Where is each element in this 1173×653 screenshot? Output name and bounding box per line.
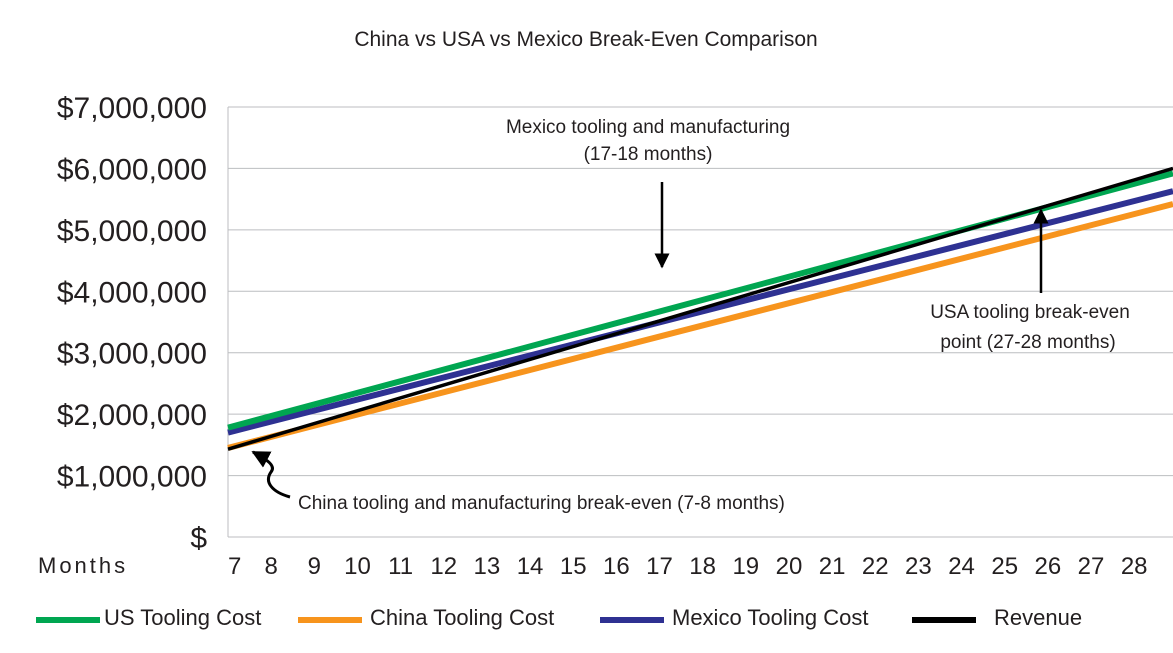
legend-label-mexico-tooling-cost: Mexico Tooling Cost [672,605,868,630]
chart-title: China vs USA vs Mexico Break-Even Compar… [354,28,817,51]
series-line-china-tooling-cost [227,201,1173,451]
annotation-china-arrow [251,450,291,499]
annotation-mexico: Mexico tooling and manufacturing (17-18 … [506,117,790,269]
x-tick-label: 7 [228,553,241,580]
annotation-china-text: China tooling and manufacturing break-ev… [298,493,785,514]
legend: US Tooling Cost China Tooling Cost Mexico … [36,605,1082,630]
series-line-mexico-tooling-cost [227,188,1173,436]
annotation-mexico-line1: Mexico tooling and manufacturing [506,117,790,138]
annotation-usa-line1: USA tooling break-even [930,302,1130,323]
x-tick-label: 14 [517,553,544,580]
legend-label-revenue: Revenue [994,605,1082,630]
legend-label-us-tooling-cost: US Tooling Cost [104,605,261,630]
annotation-usa-line2: point (27-28 months) [940,332,1115,353]
x-tick-label: 22 [862,553,889,580]
series-line-revenue [227,166,1173,451]
gridlines [227,106,1173,538]
annotation-mexico-line2: (17-18 months) [584,144,713,165]
x-tick-label: 21 [819,553,846,580]
y-tick-label: $3,000,000 [57,338,207,371]
x-axis-tick-labels: 7 8 9 10 11 12 13 14 15 16 17 18 19 20 21 22 23 24 25 26 27 2… [228,553,1148,580]
x-tick-label: 20 [776,553,803,580]
x-axis-label: Months [38,553,128,578]
y-tick-label: $2,000,000 [57,399,207,432]
y-axis-tick-labels: $ $1,000,000 $2,000,000 $3,000,000 $4,000,00… [57,92,207,555]
x-tick-label: 11 [388,553,413,580]
x-tick-label: 19 [732,553,759,580]
x-tick-label: 8 [264,553,277,580]
x-tick-label: 10 [344,553,371,580]
y-tick-label: $7,000,000 [57,92,207,125]
x-tick-label: 27 [1078,553,1105,580]
x-tick-label: 23 [905,553,932,580]
x-tick-label: 28 [1121,553,1148,580]
x-tick-label: 17 [646,553,673,580]
y-tick-label: $ [190,522,207,555]
legend-label-china-tooling-cost: China Tooling Cost [370,605,554,630]
x-tick-label: 25 [991,553,1018,580]
y-tick-label: $1,000,000 [57,461,207,494]
x-tick-label: 16 [603,553,630,580]
y-tick-label: $4,000,000 [57,276,207,309]
x-tick-label: 15 [560,553,587,580]
x-tick-label: 13 [474,553,501,580]
x-tick-label: 26 [1035,553,1062,580]
y-tick-label: $5,000,000 [57,215,207,248]
y-tick-label: $6,000,000 [57,153,207,186]
annotation-usa: USA tooling break-even point (27-28 mont… [930,208,1130,353]
x-tick-label: 12 [430,553,457,580]
x-tick-label: 18 [689,553,716,580]
annotation-china: China tooling and manufacturing break-ev… [251,450,785,514]
x-tick-label: 9 [308,553,321,580]
series-lines [227,166,1173,451]
x-tick-label: 24 [948,553,975,580]
